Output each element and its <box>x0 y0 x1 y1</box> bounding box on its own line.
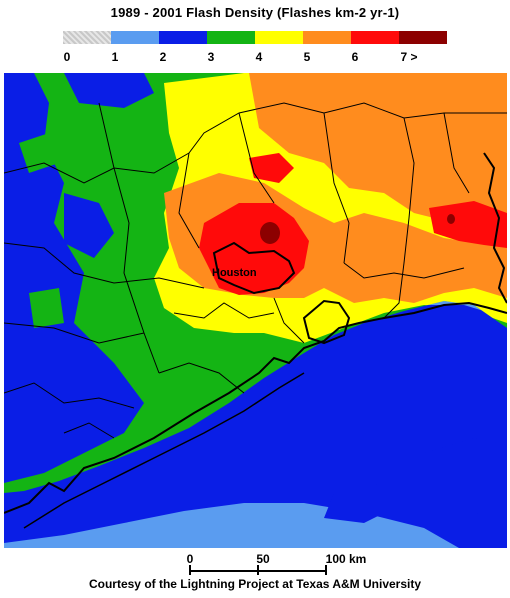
legend-swatch-3 <box>207 31 255 44</box>
houston-outline <box>212 241 296 295</box>
dark-red-peak <box>260 222 280 244</box>
legend-label-1: 1 <box>111 50 119 64</box>
galveston-bay <box>302 299 351 345</box>
color-legend-bar <box>63 31 447 44</box>
offshore-patch-1 <box>424 438 507 518</box>
scale-bar: 0 50 100 km <box>186 552 366 578</box>
green-patch-1 <box>19 133 59 173</box>
red-core-east <box>429 201 507 248</box>
coastline <box>4 301 507 514</box>
legend-label-7: 7 > <box>400 50 418 64</box>
legend-label-6: 6 <box>351 50 359 64</box>
legend-swatch-0 <box>63 31 111 44</box>
scale-label-0: 0 <box>186 552 194 566</box>
red-core-north <box>249 153 294 183</box>
barrier-island <box>23 372 305 529</box>
legend-swatch-1 <box>111 31 159 44</box>
west-blue-lobe <box>64 193 114 258</box>
offshore-patch-2 <box>324 483 404 523</box>
credit-line: Courtesy of the Lightning Project at Tex… <box>88 577 422 591</box>
legend-label-4: 4 <box>255 50 263 64</box>
legend-label-5: 5 <box>303 50 311 64</box>
legend-swatch-2 <box>159 31 207 44</box>
legend-label-0: 0 <box>63 50 71 64</box>
scale-label-50: 50 <box>256 552 270 566</box>
map-title: 1989 - 2001 Flash Density (Flashes km-2 … <box>110 5 400 20</box>
sabine-coast <box>483 152 507 304</box>
red-core-houston <box>199 203 309 295</box>
city-label-houston: Houston <box>212 267 257 279</box>
nw-blue-lobe <box>64 73 154 108</box>
legend-swatch-7 <box>399 31 447 44</box>
county-boundaries <box>4 102 507 439</box>
legend-label-2: 2 <box>159 50 167 64</box>
green-patch-2 <box>29 288 64 328</box>
flash-density-map: Houston <box>4 73 507 548</box>
scale-label-100: 100 km <box>325 552 367 566</box>
legend-swatch-4 <box>255 31 303 44</box>
legend-swatch-6 <box>351 31 399 44</box>
legend-swatch-5 <box>303 31 351 44</box>
dark-red-peak-east <box>447 214 455 224</box>
west-blue-region <box>4 73 144 483</box>
legend-labels: 0 1 2 3 4 5 6 7 > <box>63 50 447 64</box>
legend-label-3: 3 <box>207 50 215 64</box>
